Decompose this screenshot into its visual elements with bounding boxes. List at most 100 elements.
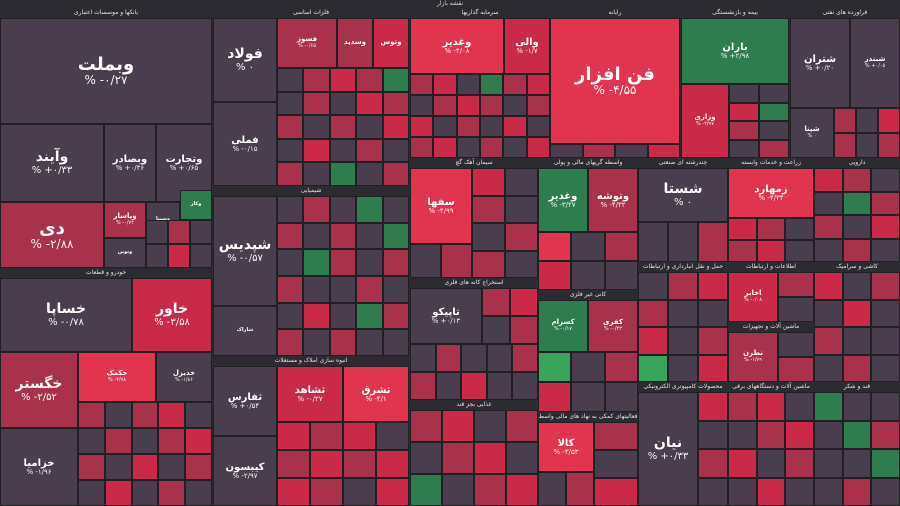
tile-khasapa[interactable]: خساپا % -۰/۷۸ — [0, 278, 132, 352]
tile-change: % -۴/۱ — [365, 394, 387, 403]
tile-fanafzar[interactable]: فن افزار % -۴/۵۵ — [550, 18, 680, 144]
tile-name: وسینا — [156, 217, 170, 223]
small-tiles-support — [538, 352, 638, 412]
tile-change: % -۲/۹۷ — [232, 471, 258, 480]
tile-change: % -۴/۵۵ — [593, 83, 637, 98]
tile-vpasar[interactable]: وپاسار % -۰/۷۴ — [104, 202, 146, 238]
tile-kfari[interactable]: کفری % -۰/۴۳ — [588, 300, 638, 352]
tile-name: وتوشه — [596, 190, 630, 202]
group-label-mining: استخراج کانه های فلزی — [444, 279, 504, 286]
group-invest: سرمایه گذاریها وغدیر % -۴/۰۸ والی % -۱/۷ — [410, 8, 550, 158]
small-tiles-finance — [538, 232, 638, 290]
tile-kala[interactable]: کالا % -۳/۵۳ — [538, 422, 594, 472]
tile-vnovin[interactable]: ونوین — [104, 238, 146, 268]
small-tiles-holding — [638, 222, 728, 262]
group-holding: چندرشته ای صنعتی شستا % ۰ — [638, 158, 728, 262]
tile-vtoos[interactable]: وتوس — [373, 18, 409, 68]
tile-change: % -۴/۳۴ — [758, 193, 784, 202]
group-telecom: اطلاعات و ارتباطات اخابر % -۰/۰۸ — [728, 262, 814, 322]
small-tiles-mining — [410, 344, 538, 400]
group-banks: بانکها و موسسات اعتباری وبملت % -۰/۲۷ وآ… — [0, 8, 212, 268]
small-tiles-computer — [698, 392, 728, 506]
tile-tapiko[interactable]: تاپیکو % +۰/۱۳ — [410, 288, 482, 344]
tile-name: کفری — [603, 318, 623, 327]
tile-khzamia[interactable]: خزامیا % -۱/۹۶ — [0, 428, 78, 506]
tile-tfars[interactable]: ثفارس % +۰/۵۴ — [213, 366, 277, 436]
tile-change: % -۴/۹۸ — [108, 377, 126, 384]
tile-change: % ۰ — [807, 133, 817, 140]
tile-fsouz[interactable]: فسوز % -۰/۶۵ — [277, 18, 337, 68]
tile-vbsader[interactable]: وبصادر % +۰/۴۶ — [104, 124, 156, 202]
tile-name: وکار — [190, 201, 202, 208]
tile-nian[interactable]: نیان % +۰/۳۳ — [638, 392, 698, 506]
group-label-computer: محصولات کامپیوتری الکترونیکی — [643, 383, 723, 390]
tile-vtejarat[interactable]: وتجارت % +۰/۶۵ — [156, 124, 212, 202]
tile-vbmellat[interactable]: وبملت % -۰/۲۷ — [0, 18, 212, 124]
group-metals: فلزات اساسی فولاد % ۰ فملی % -۰/۱۵ فسوز … — [213, 8, 409, 186]
tile-khgostar[interactable]: خگستر % -۲/۵۲ — [0, 352, 78, 428]
group-label-insurance: بیمه و بازنشستگی — [712, 9, 758, 16]
tile-shtran2[interactable]: شاراک — [213, 306, 277, 356]
tile-change: % -۱/۷۹ — [744, 357, 762, 364]
tile-khkomak[interactable]: خکمک % -۴/۹۸ — [78, 352, 156, 402]
tile-name: دی — [39, 217, 65, 239]
tile-shbandar[interactable]: شبندر % +۰/۰۵ — [850, 18, 900, 108]
group-label-it: رایانه — [608, 9, 622, 16]
tile-name: ونوین — [117, 249, 133, 256]
group-label-finance: واسطه گریهای مالی و پولی — [553, 159, 623, 166]
tile-change: % -۴/۹۹ — [428, 206, 454, 215]
tile-change: % +۰/۴۶ — [115, 163, 145, 172]
small-tiles-metals — [277, 68, 409, 186]
tile-khavar[interactable]: خاور % -۳/۵۸ — [132, 278, 212, 352]
tile-kesram[interactable]: کسرام % -۰/۱۷ — [538, 300, 588, 352]
tile-vsdid[interactable]: وسدید — [337, 18, 373, 68]
tile-shasta[interactable]: شستا % ۰ — [638, 168, 728, 222]
group-label-transport: حمل و نقل انبارداری و ارتباطات — [642, 263, 724, 270]
tile-tshaoda[interactable]: ثشاهد % -۰/۲۷ — [277, 366, 343, 422]
tile-shpna[interactable]: شپنا % ۰ — [790, 108, 834, 158]
tile-name: کسرام — [551, 318, 575, 327]
tile-name: خگستر — [15, 375, 63, 392]
tile-change: % ۰ — [673, 197, 693, 209]
tile-zmahd[interactable]: زمهارد % -۴/۳۴ — [728, 168, 814, 218]
tile-fmeli[interactable]: فملی % -۰/۱۵ — [213, 102, 277, 186]
group-label-sugar: قند و شکر — [843, 383, 871, 390]
tile-vtoosha[interactable]: وتوشه % -۴/۳۲ — [588, 168, 638, 232]
tile-foolad[interactable]: فولاد % ۰ — [213, 18, 277, 102]
tile-sfahan[interactable]: سفها % -۴/۹۹ — [410, 168, 472, 244]
tile-khodira[interactable]: خدیزل % -۱/۸۶ — [156, 352, 212, 402]
small-tiles-support-3 — [538, 472, 594, 506]
tile-vallams[interactable]: وغدیر % -۴/۰۸ — [410, 18, 504, 74]
tile-vzari[interactable]: وزاری % -۲/۹۷ — [681, 84, 729, 158]
tile-name: فولاد — [227, 45, 263, 62]
tile-nataran[interactable]: نطرن % -۱/۷۹ — [728, 332, 778, 382]
tile-kibson[interactable]: کیبسون % -۲/۹۷ — [213, 436, 277, 506]
tile-di[interactable]: دی % -۲/۸۸ — [0, 202, 104, 268]
tile-ekhabar[interactable]: اخابر % -۰/۰۸ — [728, 272, 778, 322]
tile-name: فسوز — [296, 35, 318, 44]
tile-change: % -۲/۹۷ — [696, 121, 714, 128]
tile-tsharq[interactable]: ثشرق % -۴/۱ — [343, 366, 409, 422]
tile-name: کالا — [557, 437, 575, 449]
group-label-machinery: ماشین آلات و تجهیزات — [742, 323, 800, 330]
tile-name: فن افزار — [575, 63, 655, 85]
tile-shepdis[interactable]: شپدیس % -۰/۵۷ — [213, 196, 277, 306]
tile-vali[interactable]: والی % -۱/۷ — [504, 18, 550, 74]
small-tiles-insurance — [729, 84, 789, 158]
tile-shetran[interactable]: شتران % +۰/۲۰ — [790, 18, 850, 108]
group-electric: ماشین آلات و دستگاههای برقی — [728, 382, 814, 506]
tile-name: وآیند — [35, 148, 69, 165]
small-tiles-agri — [728, 218, 814, 262]
tile-change: % ۰ — [235, 62, 255, 74]
group-oil: فراورده های نفتی شتران % +۰/۲۰ شبندر % +… — [790, 8, 900, 158]
group-label-chem: شیمیایی — [300, 187, 322, 194]
small-tiles-invest — [410, 74, 550, 158]
tile-name: کیبسون — [225, 461, 265, 473]
group-it: رایانه فن افزار % -۴/۵۵ — [550, 8, 680, 158]
tile-name: وغدیر — [548, 190, 578, 202]
tile-bazaran[interactable]: باران % +۲/۹۸ — [681, 18, 789, 84]
tile-vghadir[interactable]: وغدیر % -۳/۲۷ — [538, 168, 588, 232]
tile-vayand[interactable]: وآیند % +۰/۳۳ — [0, 124, 104, 202]
tile-change: % -۳/۵۸ — [154, 317, 190, 329]
tile-vkar[interactable]: وکار — [180, 190, 212, 220]
